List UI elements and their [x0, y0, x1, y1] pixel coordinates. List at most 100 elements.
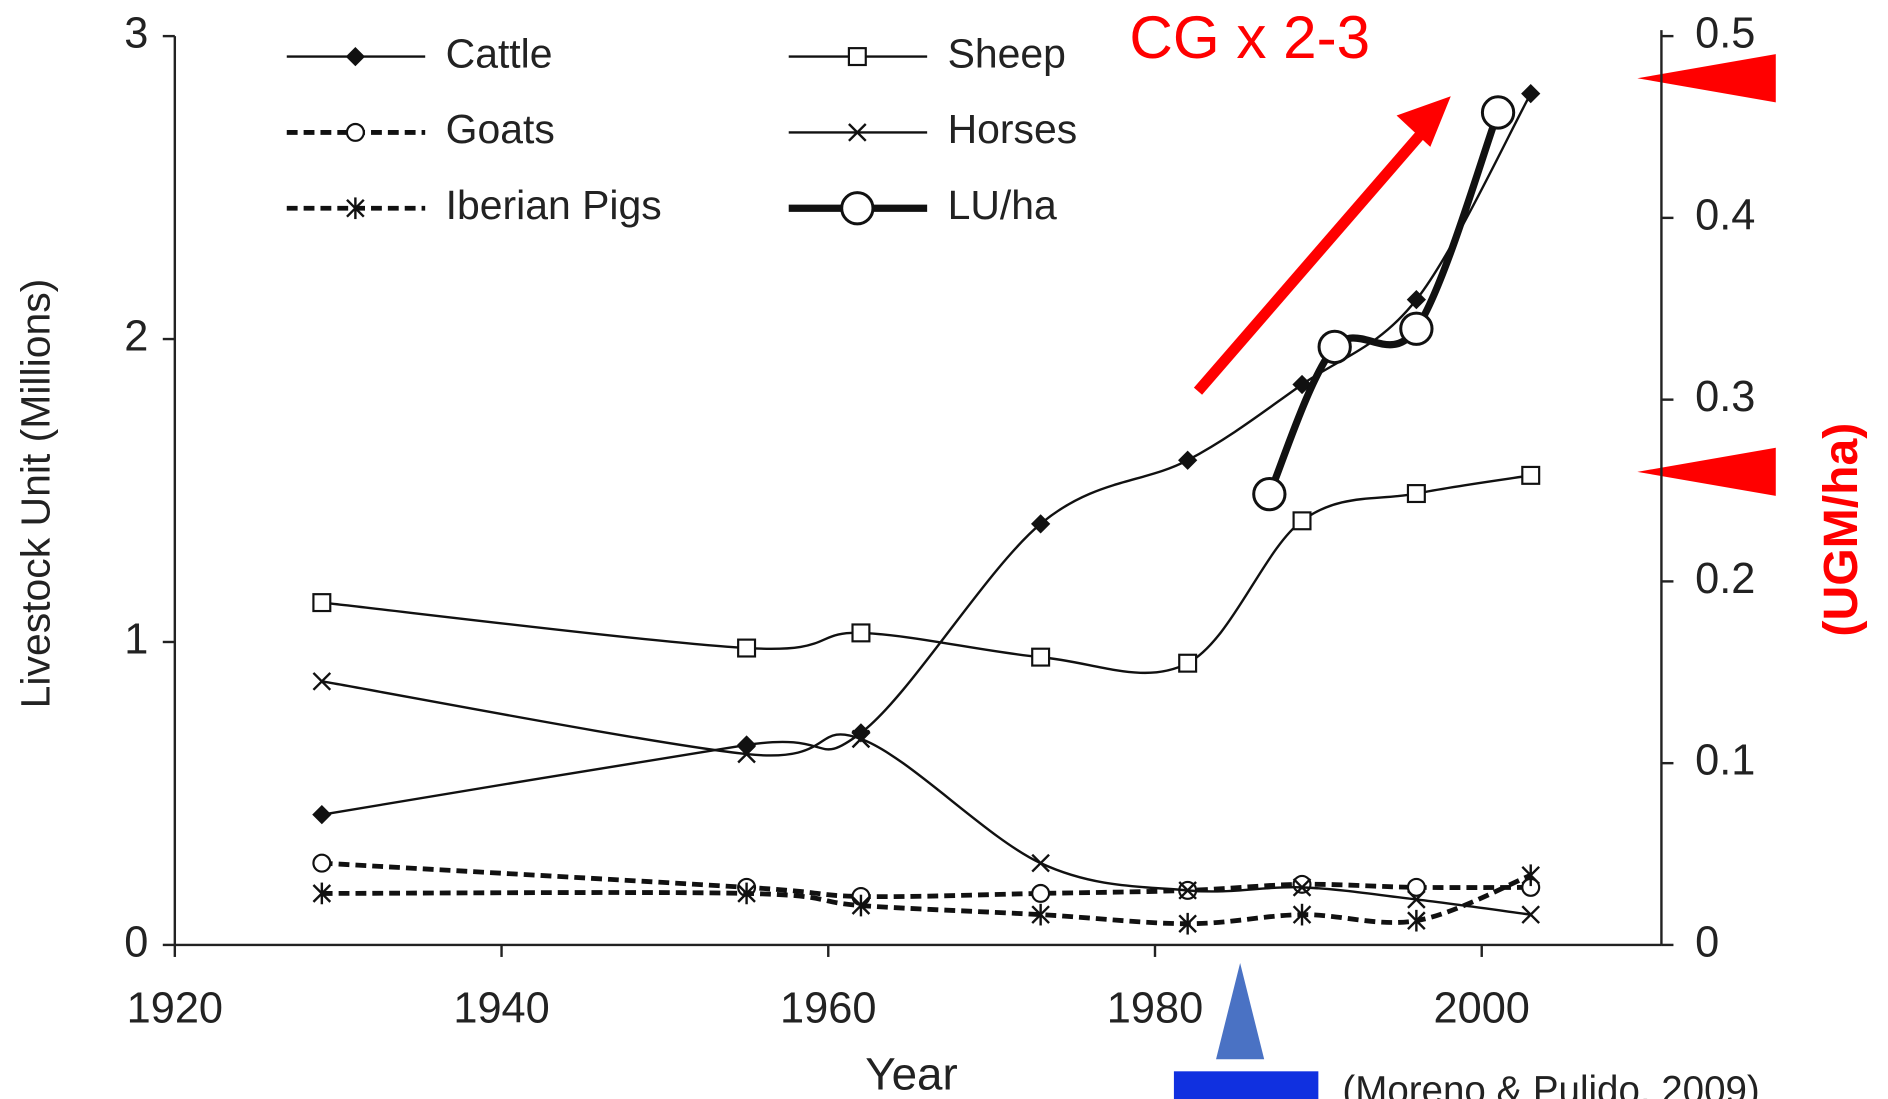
marker — [1521, 84, 1541, 104]
marker — [1292, 511, 1312, 531]
marker-part — [1406, 877, 1426, 897]
marker — [848, 123, 867, 142]
marker-part — [847, 47, 867, 67]
legend-label: Cattle — [446, 30, 553, 76]
x-tick-label: 1920 — [127, 985, 223, 1033]
marker — [1406, 290, 1427, 310]
marker-part — [1031, 853, 1050, 873]
marker — [1407, 909, 1426, 932]
marker-part — [1252, 476, 1287, 512]
marker — [736, 735, 757, 755]
marker — [851, 729, 871, 749]
y2-tick-label: 0.3 — [1695, 373, 1755, 421]
x-tick-label: 1940 — [453, 985, 549, 1033]
marker-part — [737, 744, 756, 764]
marker-part — [1178, 450, 1198, 470]
marker — [851, 894, 871, 917]
marker — [1178, 881, 1197, 900]
marker — [737, 744, 756, 764]
marker — [345, 122, 365, 142]
marker — [1178, 912, 1197, 935]
x-tick-label: 1960 — [780, 985, 876, 1033]
y-tick-label: 0 — [124, 918, 148, 966]
marker — [1178, 653, 1198, 673]
marker — [847, 47, 867, 67]
legend-label: Goats — [446, 106, 555, 152]
y2-tick-label: 0.4 — [1695, 191, 1755, 239]
y2-axis-label: (UGM/ha) — [1814, 423, 1868, 637]
marker — [1480, 95, 1516, 130]
marker-part — [312, 805, 332, 825]
marker — [1292, 903, 1312, 926]
y-tick-label: 1 — [124, 615, 148, 663]
marker — [345, 46, 366, 67]
marker — [1406, 484, 1426, 504]
marker-part — [1178, 881, 1197, 900]
marker-part — [1292, 511, 1312, 531]
citation: (Moreno & Pulido, 2009) — [1342, 1069, 1759, 1099]
marker-part — [840, 191, 875, 226]
series-line — [321, 680, 1531, 916]
marker — [1031, 853, 1050, 873]
legend-label: Iberian Pigs — [446, 182, 662, 228]
y2-tick-label: 0 — [1695, 918, 1719, 966]
marker — [737, 638, 757, 658]
marker — [1031, 883, 1051, 903]
marker-part — [1406, 484, 1426, 504]
marker-part — [1292, 874, 1312, 894]
x-axis-label: Year — [865, 1048, 957, 1099]
marker — [1521, 905, 1541, 924]
marker-part — [1480, 95, 1516, 130]
marker — [840, 191, 875, 226]
marker-part — [312, 672, 332, 691]
marker — [1407, 890, 1426, 909]
marker-part — [1399, 311, 1434, 346]
marker-part — [345, 122, 365, 142]
y-tick-label: 2 — [124, 313, 148, 361]
marker — [1521, 465, 1541, 485]
marker — [1292, 878, 1312, 897]
level-marker — [1637, 54, 1776, 103]
level-marker — [1637, 447, 1776, 496]
marker — [1031, 647, 1051, 667]
marker — [1292, 874, 1312, 894]
marker-part — [851, 729, 871, 749]
marker-part — [1406, 290, 1427, 310]
marker — [346, 197, 365, 220]
marker-part — [1521, 905, 1541, 924]
marker-part — [1407, 890, 1426, 909]
series-line — [1266, 111, 1502, 496]
marker — [312, 853, 332, 873]
y2-tick-label: 0.5 — [1695, 10, 1755, 58]
marker-part — [1521, 465, 1541, 485]
marker — [312, 593, 332, 613]
marker-part — [312, 853, 332, 873]
decorations — [1173, 54, 1776, 1099]
marker-part — [736, 735, 757, 755]
eu-marker — [1216, 962, 1265, 1060]
series-line — [321, 474, 1531, 675]
legend-label: Horses — [948, 106, 1078, 152]
marker — [1521, 864, 1541, 887]
marker-part — [1521, 84, 1541, 104]
x-tick-label: 2000 — [1434, 985, 1530, 1033]
marker — [737, 882, 756, 905]
y-tick-label: 3 — [124, 10, 148, 58]
legend-label: Sheep — [948, 30, 1066, 76]
marker-part — [1031, 647, 1051, 667]
marker — [1406, 877, 1426, 897]
marker — [1031, 903, 1050, 926]
series-line — [321, 93, 1532, 816]
marker-part — [737, 638, 757, 658]
marker — [312, 805, 332, 825]
y2-tick-label: 0.2 — [1695, 555, 1755, 603]
marker-part — [848, 123, 867, 142]
marker — [312, 672, 332, 691]
marker — [1317, 329, 1352, 365]
marker-part — [1317, 329, 1352, 365]
marker-part — [1031, 883, 1051, 903]
marker-part — [1178, 653, 1198, 673]
eu-flag — [1173, 1071, 1319, 1099]
